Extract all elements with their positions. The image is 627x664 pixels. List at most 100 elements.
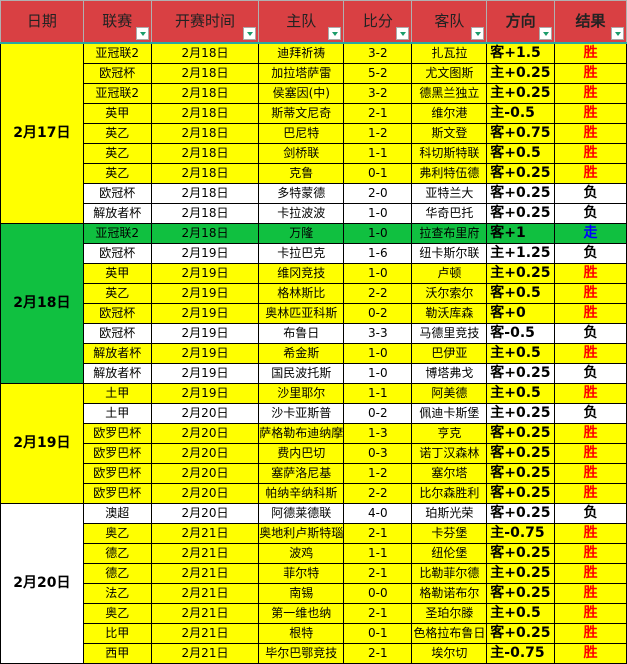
kickoff-cell: 2月18日 <box>150 123 260 144</box>
score-cell: 1-0 <box>343 223 413 244</box>
league-cell: 奥乙 <box>82 603 152 624</box>
away-cell: 阿美德 <box>411 383 488 404</box>
home-cell: 奥地利卢斯特瑙 <box>258 523 345 544</box>
home-cell: 波鸡 <box>258 543 345 564</box>
league-cell: 澳超 <box>82 503 152 524</box>
home-cell: 克鲁 <box>258 163 345 184</box>
kickoff-cell: 2月20日 <box>150 403 260 424</box>
score-cell: 2-1 <box>343 523 413 544</box>
kickoff-cell: 2月18日 <box>150 63 260 84</box>
score-cell: 2-2 <box>343 283 413 304</box>
direction-cell: 主+0.25 <box>486 563 556 584</box>
filter-dropdown-icon[interactable] <box>243 27 257 40</box>
table-row: 欧罗巴杯 2月20日 萨格勒布迪纳摩 1-3 亨克 客+0.25 胜 <box>1 423 627 444</box>
result-cell: 胜 <box>554 103 627 124</box>
direction-cell: 客+0.25 <box>486 543 556 564</box>
league-cell: 德乙 <box>82 543 152 564</box>
header-label: 日期 <box>26 12 57 30</box>
direction-cell: 客+0 <box>486 303 556 324</box>
score-cell: 1-0 <box>343 363 413 384</box>
home-cell: 南锡 <box>258 583 345 604</box>
home-cell: 费内巴切 <box>258 443 345 464</box>
kickoff-cell: 2月19日 <box>150 343 260 364</box>
direction-cell: 主-0.5 <box>486 103 556 124</box>
direction-cell: 客+0.25 <box>486 483 556 504</box>
away-cell: 德黑兰独立 <box>411 83 488 104</box>
direction-cell: 客+0.25 <box>486 423 556 444</box>
direction-cell: 主+0.5 <box>486 383 556 404</box>
table-row: 欧罗巴杯 2月20日 塞萨洛尼基 1-2 塞尔塔 客+0.25 胜 <box>1 463 627 484</box>
away-cell: 博塔弗戈 <box>411 363 488 384</box>
home-cell: 侯塞因(中) <box>258 83 345 104</box>
league-cell: 英乙 <box>82 143 152 164</box>
away-cell: 弗利特伍德 <box>411 163 488 184</box>
score-cell: 0-1 <box>343 163 413 184</box>
home-cell: 卡拉巴克 <box>258 243 345 264</box>
header-direction: 方向 <box>486 0 556 44</box>
direction-cell: 客+0.25 <box>486 623 556 644</box>
score-cell: 5-2 <box>343 63 413 84</box>
home-cell: 奥林匹亚科斯 <box>258 303 345 324</box>
header-label: 结果 <box>575 12 606 30</box>
home-cell: 毕尔巴鄂竞技 <box>258 643 345 664</box>
away-cell: 纽卡斯尔联 <box>411 243 488 264</box>
table-row: 欧罗巴杯 2月20日 帕纳辛纳科斯 2-2 比尔森胜利 客+0.25 胜 <box>1 483 627 504</box>
header-away: 客队 <box>411 0 488 44</box>
away-cell: 圣珀尔滕 <box>411 603 488 624</box>
home-cell: 巴尼特 <box>258 123 345 144</box>
kickoff-cell: 2月19日 <box>150 383 260 404</box>
home-cell: 沙里耶尔 <box>258 383 345 404</box>
direction-cell: 主+1.25 <box>486 243 556 264</box>
table-row: 2月20日 澳超 2月20日 阿德莱德联 4-0 珀斯光荣 客+0.25 负 <box>0 503 627 664</box>
header-kickoff: 开赛时间 <box>150 0 260 44</box>
result-cell: 胜 <box>554 463 627 484</box>
result-cell: 负 <box>554 503 627 524</box>
home-cell: 菲尔特 <box>258 563 345 584</box>
result-cell: 负 <box>554 243 627 264</box>
score-cell: 1-2 <box>343 123 413 144</box>
score-cell: 1-0 <box>343 203 413 224</box>
home-cell: 多特蒙德 <box>258 183 345 204</box>
header-label: 联赛 <box>102 12 133 30</box>
table-row: 2月18日 亚冠联2 2月18日 万隆 1-0 拉查布里府 客+1 走 <box>0 223 627 384</box>
score-cell: 3-2 <box>343 42 413 64</box>
home-cell: 希金斯 <box>258 343 345 364</box>
filter-dropdown-icon[interactable] <box>539 27 553 40</box>
score-cell: 1-2 <box>343 463 413 484</box>
table-row: 亚冠联2 2月18日 侯塞因(中) 3-2 德黑兰独立 主+0.25 胜 <box>1 83 627 104</box>
direction-cell: 客+0.5 <box>486 283 556 304</box>
score-cell: 1-0 <box>343 343 413 364</box>
score-cell: 1-6 <box>343 243 413 264</box>
result-cell: 胜 <box>554 583 627 604</box>
away-cell: 扎瓦拉 <box>411 42 488 64</box>
result-cell: 胜 <box>554 563 627 584</box>
result-cell: 胜 <box>554 83 627 104</box>
kickoff-cell: 2月19日 <box>150 283 260 304</box>
result-cell: 胜 <box>554 523 627 544</box>
filter-dropdown-icon[interactable] <box>471 27 485 40</box>
direction-cell: 客+0.25 <box>486 163 556 184</box>
direction-cell: 主+0.25 <box>486 403 556 424</box>
away-cell: 格勒诺布尔 <box>411 583 488 604</box>
filter-dropdown-icon[interactable] <box>396 27 410 40</box>
table-row: 解放者杯 2月18日 卡拉波波 1-0 华奇巴托 客+0.25 负 <box>1 203 627 224</box>
score-cell: 0-0 <box>343 583 413 604</box>
score-cell: 2-1 <box>343 643 413 664</box>
header-score: 比分 <box>343 0 413 44</box>
date-cell: 2月20日 <box>0 503 84 664</box>
away-cell: 科切斯特联 <box>411 143 488 164</box>
away-cell: 塞尔塔 <box>411 463 488 484</box>
filter-dropdown-icon[interactable] <box>328 27 342 40</box>
league-cell: 英乙 <box>82 123 152 144</box>
direction-cell: 客+0.25 <box>486 363 556 384</box>
result-cell: 胜 <box>554 623 627 644</box>
league-cell: 欧冠杯 <box>82 63 152 84</box>
result-cell: 负 <box>554 183 627 204</box>
away-cell: 尤文图斯 <box>411 63 488 84</box>
kickoff-cell: 2月20日 <box>150 483 260 504</box>
table-row: 奥乙 2月21日 奥地利卢斯特瑙 2-1 卡芬堡 主-0.75 胜 <box>1 523 627 544</box>
league-cell: 比甲 <box>82 623 152 644</box>
filter-dropdown-icon[interactable] <box>135 27 149 40</box>
table-row: 英乙 2月18日 克鲁 0-1 弗利特伍德 客+0.25 胜 <box>1 163 627 184</box>
filter-dropdown-icon[interactable] <box>611 27 624 40</box>
